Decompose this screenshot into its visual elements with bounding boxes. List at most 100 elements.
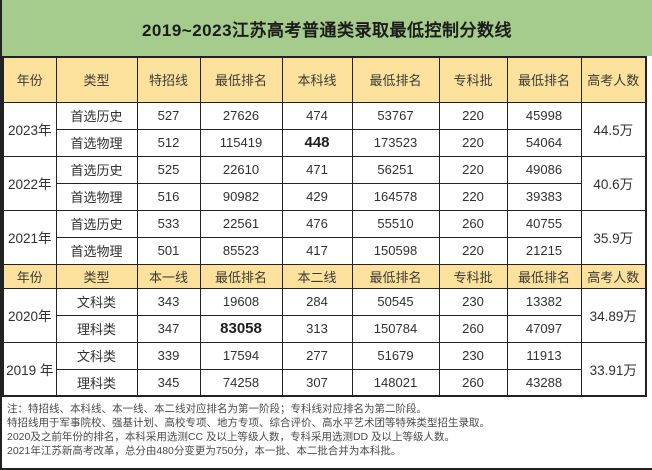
header-cell-tier1-line: 本一线: [136, 263, 201, 289]
score-cell: 43288: [506, 368, 582, 397]
header-cell-year: 年份: [2, 263, 57, 289]
footnote-line: 2020及之前年份的排名，本科采用选测CC 及以上等级人数，专科采用选测DD 及…: [7, 431, 456, 443]
header-cell-junior-college: 专科批: [438, 263, 508, 289]
type-cell: 首选物理: [55, 128, 138, 157]
table-row: 2019 年 文科类 339 17594 277 51679 230 11913…: [2, 341, 647, 397]
score-cell: 164578: [351, 182, 440, 211]
score-cell: 40755: [506, 209, 582, 238]
score-cell: 230: [438, 341, 508, 370]
footnote-line: 特招线用于军事院校、强基计划、高校专项、地方专项、综合评价、高水平艺术团等特殊类…: [7, 417, 490, 429]
score-cell: 50545: [351, 287, 440, 316]
score-cell: 90982: [199, 182, 283, 211]
score-cell: 345: [136, 368, 201, 397]
score-cell: 516: [136, 182, 201, 211]
score-cell: 260: [438, 209, 508, 238]
table-row: 首选物理 516 90982 429 164578 220 39383: [3, 182, 646, 211]
score-cell: 22561: [199, 209, 283, 238]
score-cell: 13382: [506, 287, 582, 316]
score-cell: 343: [136, 287, 201, 316]
score-cell: 45998: [506, 101, 582, 130]
score-cell: 471: [281, 155, 353, 184]
score-cell: 220: [438, 236, 508, 265]
score-table: 年份 类型 特招线 最低排名 本科线 最低排名 专科批 最低排名 高考人数 20…: [2, 56, 647, 397]
candidates-cell: 34.89万: [580, 287, 647, 343]
table-row: 首选物理 512 115419 448 173523 220 54064: [3, 128, 646, 157]
score-cell: 55510: [351, 209, 440, 238]
score-cell: 19608: [199, 287, 283, 316]
header-cell-min-rank-1: 最低排名: [199, 56, 283, 103]
score-cell: 220: [438, 182, 508, 211]
score-cell: 474: [281, 101, 353, 130]
header-cell-type: 类型: [55, 56, 138, 103]
year-cell: 2019 年: [2, 341, 57, 397]
score-cell: 533: [136, 209, 201, 238]
table-row: 2023年 首选历史 527 27626 474 53767 220 45998…: [2, 101, 647, 157]
candidates-cell: 44.5万: [580, 101, 647, 157]
header-cell-min-rank-3: 最低排名: [506, 263, 582, 289]
score-cell: 150598: [351, 236, 440, 265]
score-cell: 260: [438, 314, 508, 343]
type-cell: 文科类: [55, 341, 138, 370]
type-cell: 首选历史: [55, 155, 138, 184]
score-cell: 54064: [506, 128, 582, 157]
type-cell: 理科类: [55, 314, 138, 343]
score-cell: 260: [438, 368, 508, 397]
score-cell: 173523: [351, 128, 440, 157]
candidates-cell: 33.91万: [580, 341, 647, 397]
type-cell: 首选物理: [55, 182, 138, 211]
header-cell-min-rank-3: 最低排名: [506, 56, 582, 103]
header-cell-tier2-line: 本二线: [281, 263, 353, 289]
score-cell: 47097: [506, 314, 582, 343]
type-cell: 首选历史: [55, 209, 138, 238]
score-cell-emphasized: 448: [281, 128, 353, 157]
score-cell: 220: [438, 128, 508, 157]
footnote-line: 2021年江苏新高考改革，总分由480分变更为750分，本一批、本二批合并为本科…: [7, 445, 402, 457]
table-row: 理科类 345 74258 307 148021 260 43288: [3, 368, 646, 397]
candidates-cell: 35.9万: [580, 209, 647, 265]
score-cell: 313: [281, 314, 353, 343]
score-cell: 277: [281, 341, 353, 370]
header-cell-min-rank-1: 最低排名: [199, 263, 283, 289]
score-cell: 53767: [351, 101, 440, 130]
type-cell: 首选物理: [55, 236, 138, 265]
score-cell: 11913: [506, 341, 582, 370]
footnotes: 注：特招线、本科线、本一线、本二线对应排名为第一阶段；专科线对应排名为第二阶段。…: [2, 397, 652, 458]
header-cell-candidates: 高考人数: [580, 56, 647, 103]
score-cell: 85523: [199, 236, 283, 265]
page-title: 2019~2023江苏高考普通类录取最低控制分数线: [141, 20, 513, 40]
year-cell: 2020年: [2, 287, 57, 343]
year-cell: 2021年: [2, 209, 57, 265]
score-cell: 220: [438, 101, 508, 130]
score-cell: 339: [136, 341, 201, 370]
score-cell: 230: [438, 287, 508, 316]
score-cell: 476: [281, 209, 353, 238]
header-cell-undergrad-line: 本科线: [281, 56, 353, 103]
score-cell: 56251: [351, 155, 440, 184]
score-cell: 347: [136, 314, 201, 343]
year-cell: 2022年: [2, 155, 57, 211]
type-cell: 理科类: [55, 368, 138, 397]
score-cell: 27626: [199, 101, 283, 130]
header-cell-type: 类型: [55, 263, 138, 289]
table-row: 2022年 首选历史 525 22610 471 56251 220 49086…: [2, 155, 647, 211]
score-cell: 512: [136, 128, 201, 157]
score-cell: 51679: [351, 341, 440, 370]
score-cell: 17594: [199, 341, 283, 370]
table-row: 2021年 首选历史 533 22561 476 55510 260 40755…: [2, 209, 647, 265]
score-cell: 49086: [506, 155, 582, 184]
type-cell: 文科类: [55, 287, 138, 316]
score-cell-emphasized: 83058: [199, 314, 283, 343]
score-cell: 525: [136, 155, 201, 184]
score-cell: 74258: [199, 368, 283, 397]
header-cell-year: 年份: [2, 56, 57, 103]
year-cell: 2023年: [2, 101, 57, 157]
score-cell: 417: [281, 236, 353, 265]
type-cell: 首选历史: [55, 101, 138, 130]
score-cell: 429: [281, 182, 353, 211]
score-cell: 148021: [351, 368, 440, 397]
score-cell: 307: [281, 368, 353, 397]
table-header-top: 年份 类型 特招线 最低排名 本科线 最低排名 专科批 最低排名 高考人数: [2, 56, 647, 103]
header-cell-junior-college: 专科批: [438, 56, 508, 103]
score-cell: 150784: [351, 314, 440, 343]
